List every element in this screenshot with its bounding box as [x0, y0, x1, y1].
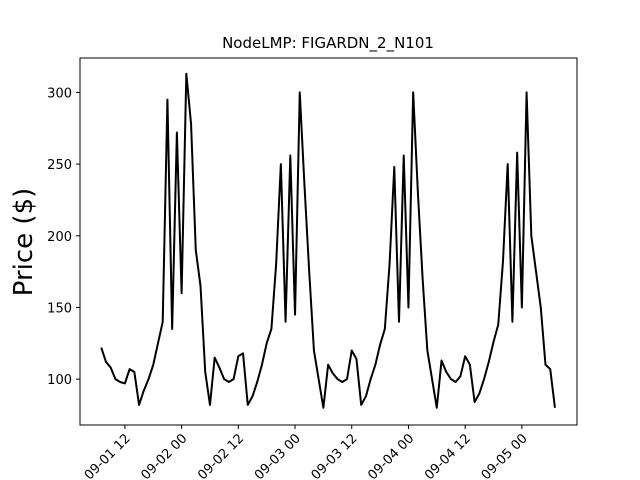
- y-tick-label: 150: [47, 301, 72, 316]
- y-tick-label: 250: [47, 158, 72, 173]
- y-tick-label: 300: [47, 86, 72, 101]
- y-axis-label: Price ($): [9, 188, 39, 297]
- plot-frame: [79, 57, 578, 426]
- y-tick-label: 200: [47, 230, 72, 245]
- y-tick-label: 100: [47, 373, 72, 388]
- price-line: [100, 72, 556, 409]
- chart-title: NodeLMP: FIGARDN_2_N101: [222, 34, 434, 53]
